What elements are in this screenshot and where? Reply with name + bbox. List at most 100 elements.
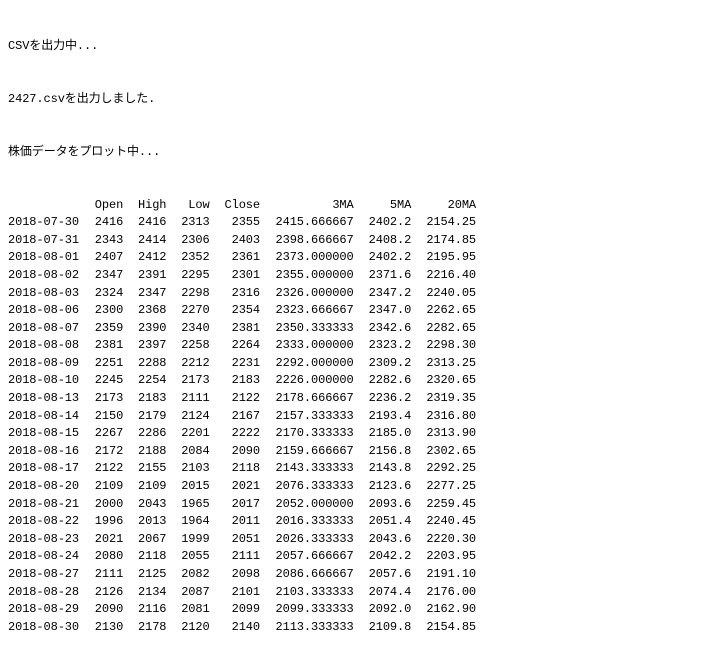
table-cell: 2188 [138, 443, 167, 458]
table-cell: 2258 [181, 338, 210, 353]
table-cell: 2292.000000 [275, 355, 354, 370]
row-date: 2018-08-02 [8, 267, 80, 282]
table-cell: 2298.30 [426, 338, 477, 353]
table-cell: 2173 [94, 391, 124, 406]
table-cell: 2309.2 [368, 355, 412, 370]
row-date: 2018-08-13 [8, 391, 80, 406]
table-cell: 2167 [231, 408, 261, 423]
table-row: 2018-08-10 2245 2254 2173 2183 2226.000000 228… [8, 372, 476, 390]
table-row: 2018-08-30 2130 2178 2120 2140 2113.333333 210… [8, 619, 476, 637]
table-cell: 2390 [138, 320, 167, 335]
table-cell: 2407 [94, 250, 124, 265]
table-cell: 2055 [181, 549, 210, 564]
table-cell: 2170.333333 [275, 426, 354, 441]
table-cell: 2109 [138, 479, 167, 494]
row-date: 2018-08-24 [8, 549, 80, 564]
table-cell: 2130 [94, 619, 124, 634]
table-cell: 2323.2 [368, 338, 412, 353]
table-cell: 2298 [181, 285, 210, 300]
table-cell: 2074.4 [368, 584, 412, 599]
table-cell: 1996 [94, 514, 124, 529]
column-header: 3MA [332, 197, 354, 212]
table-cell: 2323.666667 [275, 303, 354, 318]
table-cell: 2282.65 [426, 320, 477, 335]
table-cell: 2081 [181, 602, 210, 617]
table-cell: 2103 [181, 461, 210, 476]
table-cell: 2116 [138, 602, 167, 617]
row-date: 2018-08-23 [8, 531, 80, 546]
table-cell: 2178.666667 [275, 391, 354, 406]
table-cell: 2391 [138, 267, 167, 282]
table-cell: 2416 [94, 215, 124, 230]
table-cell: 2143.333333 [275, 461, 354, 476]
table-cell: 2159.666667 [275, 443, 354, 458]
row-date: 2018-08-08 [8, 338, 80, 353]
column-header: Low [188, 197, 210, 212]
table-cell: 2416 [138, 215, 167, 230]
table-cell: 2052.000000 [275, 496, 354, 511]
table-cell: 2067 [138, 531, 167, 546]
table-cell: 1965 [181, 496, 210, 511]
table-cell: 2316 [231, 285, 261, 300]
table-cell: 2154.25 [426, 215, 477, 230]
row-date: 2018-08-10 [8, 373, 80, 388]
table-cell: 2021 [231, 479, 261, 494]
table-cell: 2212 [181, 355, 210, 370]
table-cell: 2347.2 [368, 285, 412, 300]
table-row: 2018-08-14 2150 2179 2124 2167 2157.333333 219… [8, 408, 476, 426]
row-date: 2018-08-06 [8, 303, 80, 318]
table-cell: 2123.6 [368, 479, 412, 494]
table-cell: 2122 [231, 391, 261, 406]
row-date: 2018-08-14 [8, 408, 80, 423]
column-header: High [138, 197, 167, 212]
table-cell: 2098 [231, 567, 261, 581]
table-row: 2018-08-20 2109 2109 2015 2021 2076.333333 212… [8, 478, 476, 496]
table-cell: 2173 [181, 373, 210, 388]
table-row: 2018-08-23 2021 2067 1999 2051 2026.333333 204… [8, 531, 476, 549]
row-date: 2018-08-29 [8, 602, 80, 617]
table-cell: 2288 [138, 355, 167, 370]
table-cell: 2300 [94, 303, 124, 318]
table-row: 2018-08-01 2407 2412 2352 2361 2373.000000 240… [8, 249, 476, 267]
table-cell: 2313 [181, 215, 210, 230]
table-cell: 2011 [231, 514, 261, 529]
table-cell: 2320.65 [426, 373, 477, 388]
table-cell: 2156.8 [368, 443, 412, 458]
table-cell: 2087 [181, 584, 210, 599]
table-cell: 2140 [231, 619, 261, 634]
table-cell: 2057.6 [368, 567, 412, 581]
table-cell: 2113.333333 [275, 619, 354, 634]
table-row: 2018-08-27 2111 2125 2082 2098 2086.666667 205… [8, 566, 476, 584]
column-header: 5MA [389, 197, 412, 212]
table-cell: 2043 [138, 496, 167, 511]
table-header: Open High Low Close 3MA 5MA 20MA [8, 197, 476, 215]
table-cell: 2099 [231, 602, 261, 617]
table-cell: 2350.333333 [275, 320, 354, 335]
table-row: 2018-08-15 2267 2286 2201 2222 2170.333333 218… [8, 425, 476, 443]
table-cell: 2109.8 [368, 619, 412, 634]
table-cell: 2143.8 [368, 461, 412, 476]
row-date: 2018-07-31 [8, 232, 80, 247]
table-row: 2018-08-08 2381 2397 2258 2264 2333.000000 232… [8, 337, 476, 355]
table-cell: 2082 [181, 567, 210, 581]
table-cell: 2176.00 [426, 584, 477, 599]
table-cell: 2099.333333 [275, 602, 354, 617]
table-cell: 2051.4 [368, 514, 412, 529]
table-cell: 2162.90 [426, 602, 477, 617]
table-cell: 2203.95 [426, 549, 477, 564]
column-header: 20MA [447, 197, 477, 212]
table-cell: 2084 [181, 443, 210, 458]
table-cell: 2155 [138, 461, 167, 476]
table-cell: 2403 [231, 232, 261, 247]
row-date: 2018-08-17 [8, 461, 80, 476]
table-cell: 2157.333333 [275, 408, 354, 423]
table-cell: 2021 [94, 531, 124, 546]
table-cell: 2090 [231, 443, 261, 458]
table-cell: 2111 [181, 391, 210, 406]
table-row: 2018-08-02 2347 2391 2295 2301 2355.000000 237… [8, 267, 476, 285]
table-cell: 2222 [231, 426, 261, 441]
table-cell: 2355.000000 [275, 267, 354, 282]
table-cell: 2172 [94, 443, 124, 458]
table-cell: 2017 [231, 496, 261, 511]
table-cell: 2015 [181, 479, 210, 494]
